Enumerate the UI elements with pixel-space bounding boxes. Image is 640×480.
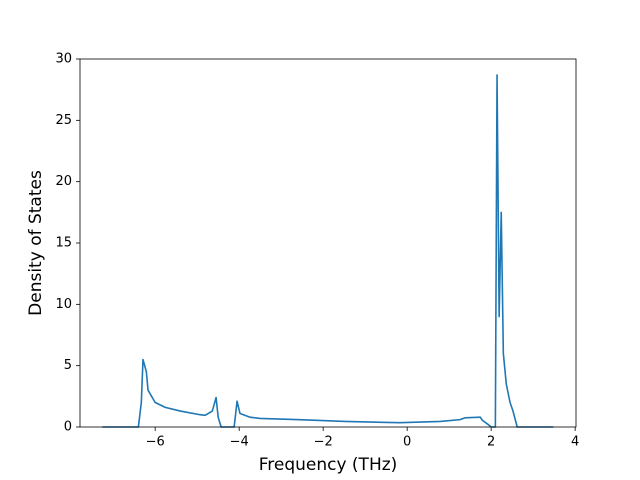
x-tick-label: −6 <box>146 435 165 450</box>
x-tick-label: 2 <box>487 435 495 450</box>
y-axis-label: Density of States <box>26 170 46 316</box>
x-tick-label: 0 <box>403 435 411 450</box>
y-tick-label: 15 <box>55 236 72 251</box>
y-tick-label: 10 <box>55 297 72 312</box>
x-tick-label: −2 <box>314 435 333 450</box>
x-axis-label: Frequency (THz) <box>259 455 398 475</box>
data-line <box>102 74 554 428</box>
y-tick-label: 20 <box>55 174 72 189</box>
y-tick-label: 0 <box>64 420 72 435</box>
x-tick-label: −4 <box>230 435 249 450</box>
x-tick-label: 4 <box>571 435 579 450</box>
y-tick-label: 5 <box>64 358 72 373</box>
plot-frame <box>79 58 577 428</box>
y-tick-label: 25 <box>55 113 72 128</box>
y-tick-label: 30 <box>55 52 72 67</box>
